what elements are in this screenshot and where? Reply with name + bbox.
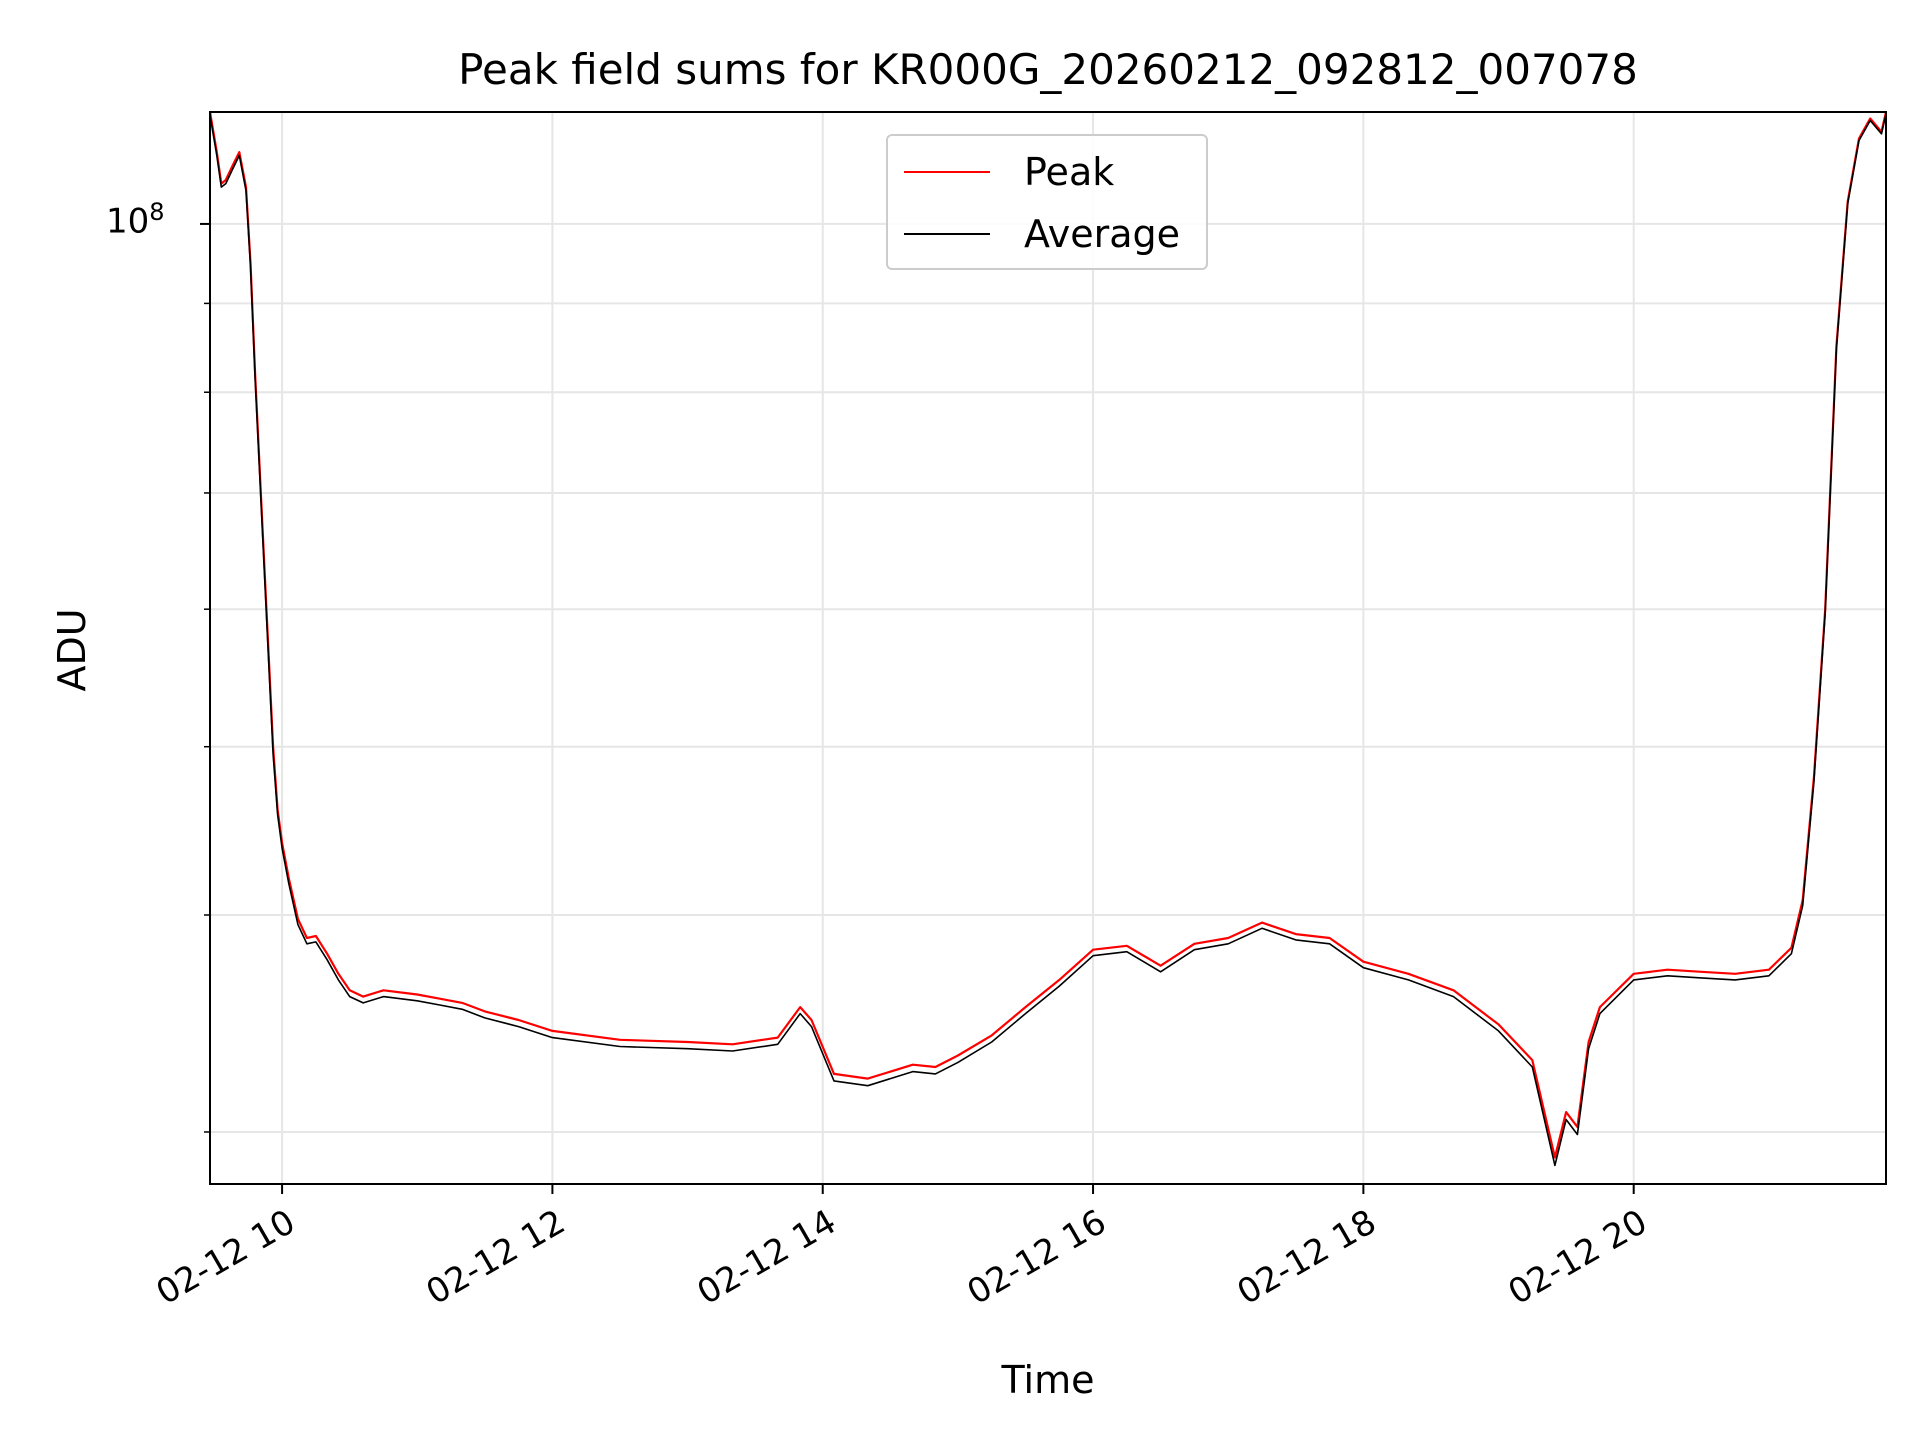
legend: Peak Average xyxy=(886,134,1208,270)
legend-label-average: Average xyxy=(1024,212,1181,256)
legend-label-peak: Peak xyxy=(1024,150,1115,194)
series-lines xyxy=(208,111,1888,1167)
axis-ticks xyxy=(200,222,1635,1194)
y-tick-exponent: 8 xyxy=(149,197,165,226)
y-axis-label: ADU xyxy=(50,608,94,692)
series-line-peak xyxy=(208,111,1888,1159)
chart-title: Peak field sums for KR000G_20260212_0928… xyxy=(458,45,1638,94)
legend-swatch-average xyxy=(904,233,990,235)
y-tick-label: 108 xyxy=(106,198,165,241)
legend-item-peak: Peak xyxy=(904,150,1115,194)
y-tick-base: 10 xyxy=(106,201,150,242)
grid-lines xyxy=(210,112,1886,1184)
axes-frame xyxy=(209,111,1887,1185)
x-axis-label: Time xyxy=(1001,1358,1095,1402)
series-line-average xyxy=(209,113,1887,1167)
legend-swatch-peak xyxy=(904,171,990,173)
legend-item-average: Average xyxy=(904,212,1181,256)
